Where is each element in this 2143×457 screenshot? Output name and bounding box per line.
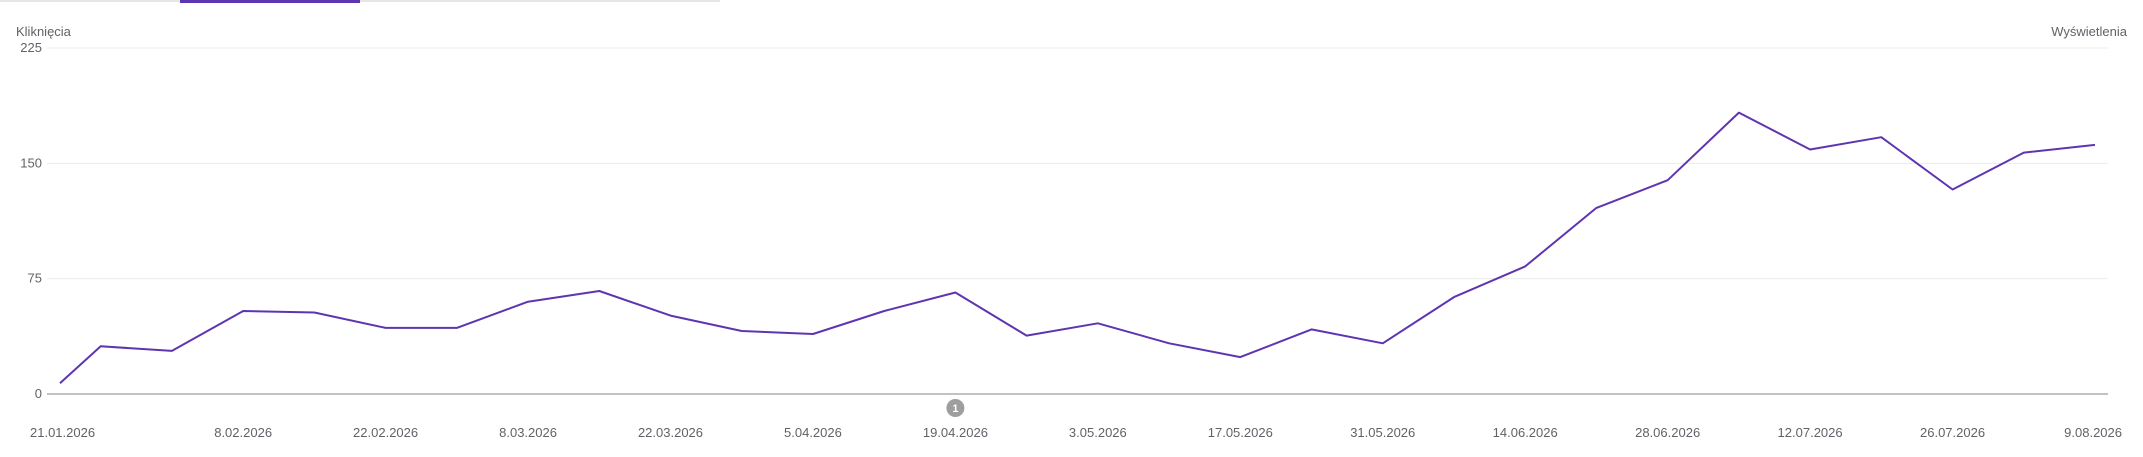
data-point[interactable]: 26.07.2026: 133 bbox=[1947, 183, 1959, 195]
data-point[interactable]: 10.05.2026: 33 bbox=[1163, 337, 1175, 349]
y-axis-title-left: Kliknięcia bbox=[16, 24, 72, 39]
data-point[interactable]: 19.07.2026: 167 bbox=[1875, 131, 1887, 143]
tab-strip bbox=[0, 0, 720, 2]
x-tick-label: 31.05.2026 bbox=[1350, 425, 1415, 440]
x-tick-label: 21.01.2026 bbox=[30, 425, 95, 440]
annotations-layer[interactable]: 1 bbox=[946, 399, 965, 417]
tab-active-indicator[interactable] bbox=[180, 0, 360, 3]
x-tick-label: 22.03.2026 bbox=[638, 425, 703, 440]
x-tick-label: 19.04.2026 bbox=[923, 425, 988, 440]
x-tick-label: 22.02.2026 bbox=[353, 425, 418, 440]
series-line-0 bbox=[59, 111, 2096, 384]
data-point[interactable]: 28.06.2026: 139 bbox=[1662, 174, 1674, 186]
annotation-marker[interactable] bbox=[946, 399, 965, 417]
y-tick-label: 75 bbox=[28, 271, 42, 286]
data-point[interactable]: 19.04.2026: 66 bbox=[949, 287, 961, 299]
data-point[interactable]: 14.06.2026: 83 bbox=[1519, 260, 1531, 272]
data-point[interactable]: 31.05.2026: 33 bbox=[1377, 337, 1389, 349]
data-point[interactable]: 2.08.2026: 157 bbox=[2018, 147, 2030, 159]
y-tick-label: 150 bbox=[20, 155, 42, 170]
x-tick-label: 5.04.2026 bbox=[784, 425, 842, 440]
data-point[interactable]: 17.05.2026: 24 bbox=[1234, 351, 1246, 363]
data-point[interactable]: 22.02.2026: 43 bbox=[380, 322, 392, 334]
x-tick-label: 14.06.2026 bbox=[1493, 425, 1558, 440]
data-point[interactable]: 24.05.2026: 42 bbox=[1306, 323, 1318, 335]
annotation-label: 1 bbox=[952, 403, 958, 415]
data-point[interactable]: 22.03.2026: 51 bbox=[665, 310, 677, 322]
y-axis-title-right: Wyświetlenia bbox=[2051, 24, 2128, 39]
x-tick-label: 28.06.2026 bbox=[1635, 425, 1700, 440]
data-point[interactable]: 15.03.2026: 67 bbox=[593, 285, 605, 297]
x-tick-label: 8.03.2026 bbox=[499, 425, 557, 440]
y-tick-label: 0 bbox=[35, 386, 42, 401]
data-point[interactable]: 21.01.2026: 7 bbox=[54, 377, 66, 389]
data-point[interactable]: 12.04.2026: 54 bbox=[878, 305, 890, 317]
data-point[interactable]: 1.03.2026: 43 bbox=[451, 322, 463, 334]
data-points[interactable]: 21.01.2026: 7 25.01.2026: 31 1.02.2026: 28… bbox=[54, 107, 2101, 390]
x-tick-label: 9.08.2026 bbox=[2064, 425, 2122, 440]
data-point[interactable]: 1.02.2026: 28 bbox=[166, 345, 178, 357]
series-layer bbox=[59, 111, 2096, 384]
data-point[interactable]: 5.07.2026: 183 bbox=[1733, 107, 1745, 119]
x-tick-label: 12.07.2026 bbox=[1778, 425, 1843, 440]
data-point[interactable]: 3.05.2026: 46 bbox=[1092, 317, 1104, 329]
data-point[interactable]: 7.06.2026: 63 bbox=[1448, 291, 1460, 303]
data-point[interactable]: 9.08.2026: 162 bbox=[2089, 139, 2101, 151]
y-tick-label: 225 bbox=[20, 40, 42, 55]
data-point[interactable]: 15.02.2026: 53 bbox=[308, 306, 320, 318]
data-point[interactable]: 8.03.2026: 60 bbox=[522, 296, 534, 308]
x-tick-label: 17.05.2026 bbox=[1208, 425, 1273, 440]
data-point[interactable]: 29.03.2026: 41 bbox=[736, 325, 748, 337]
data-point[interactable]: 8.02.2026: 54 bbox=[237, 305, 249, 317]
x-tick-label: 8.02.2026 bbox=[214, 425, 272, 440]
x-tick-label: 3.05.2026 bbox=[1069, 425, 1127, 440]
data-point[interactable]: 26.04.2026: 38 bbox=[1021, 330, 1033, 342]
x-tick-labels: 21.01.2026 8.02.2026 22.02.2026 8.03.2026 22… bbox=[30, 425, 2122, 440]
data-point[interactable]: 25.01.2026: 31 bbox=[95, 340, 107, 352]
data-point[interactable]: 21.06.2026: 121 bbox=[1590, 202, 1602, 214]
grid-layer bbox=[47, 47, 2108, 395]
y-tick-labels: 0 75 150 225 bbox=[20, 40, 42, 401]
x-tick-label: 26.07.2026 bbox=[1920, 425, 1985, 440]
data-point[interactable]: 5.04.2026: 39 bbox=[807, 328, 819, 340]
data-point[interactable]: 12.07.2026: 159 bbox=[1804, 143, 1816, 155]
